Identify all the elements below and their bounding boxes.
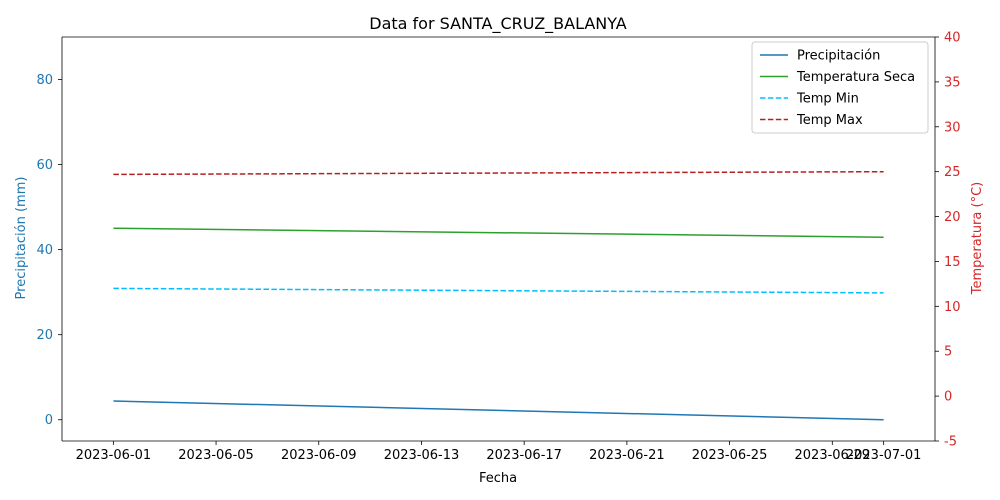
y-right-tick-label: 25 — [944, 165, 961, 180]
y-right-tick-label: 0 — [944, 390, 952, 405]
legend-label: Temp Min — [796, 92, 859, 107]
y-right-tick-label: 20 — [944, 210, 961, 225]
y-right-tick-label: -5 — [944, 435, 957, 450]
y-right-tick-label: 30 — [944, 120, 961, 135]
y-right-tick-label: 5 — [944, 345, 952, 360]
legend-label: Temperatura Seca — [796, 70, 915, 85]
y-right-tick-label: 10 — [944, 300, 961, 315]
legend-label: Precipitación — [797, 49, 880, 64]
x-axis-title: Fecha — [479, 471, 517, 486]
axes-layer: 2023-06-01 2023-06-05 2023-06-09 2023-06-13… — [36, 31, 960, 464]
y-axis-right-title: Temperatura (°C) — [970, 182, 985, 295]
y-left-tick-label: 80 — [36, 73, 53, 88]
y-right-tick-label: 15 — [944, 255, 961, 270]
y-axis-left-title: Precipitación (mm) — [14, 177, 29, 300]
legend-label: Temp Max — [796, 113, 863, 128]
x-tick-label: 2023-06-13 — [384, 448, 460, 463]
x-tick-label: 2023-06-29 — [795, 448, 871, 463]
legend: Precipitación Temperatura Seca Temp Min Tem… — [751, 41, 929, 134]
series-line-2 — [113, 287, 884, 294]
x-tick-label: 2023-06-05 — [178, 448, 254, 463]
y-left-tick-label: 40 — [36, 243, 53, 258]
x-tick-label: 2023-06-21 — [589, 448, 665, 463]
x-tick-label: 2023-06-17 — [486, 448, 562, 463]
series-line-1 — [113, 227, 884, 238]
y-left-tick-label: 20 — [36, 328, 53, 343]
x-tick-label: 2023-06-01 — [76, 448, 152, 463]
series-layer — [113, 170, 884, 421]
series-line-3 — [113, 170, 884, 176]
y-right-tick-label: 35 — [944, 75, 961, 90]
y-right-tick-label: 40 — [944, 31, 961, 46]
x-tick-label: 2023-06-25 — [692, 448, 768, 463]
x-tick-label: 2023-06-09 — [281, 448, 357, 463]
y-left-tick-label: 60 — [36, 158, 53, 173]
chart-title: Data for SANTA_CRUZ_BALANYA — [369, 14, 627, 34]
legend-box — [751, 41, 929, 134]
y-left-tick-label: 0 — [45, 413, 53, 428]
series-line-0 — [113, 400, 884, 421]
x-tick-label: 2023-07-01 — [846, 448, 922, 463]
